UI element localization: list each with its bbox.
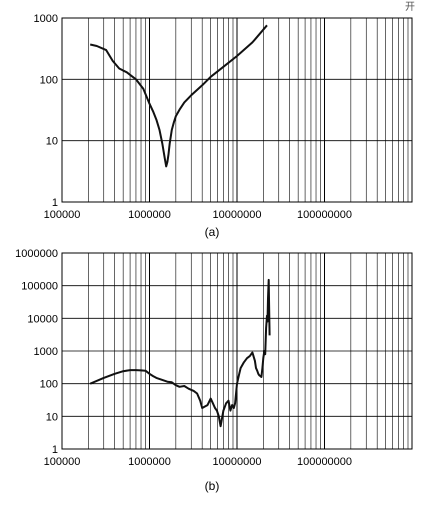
x-tick-label: 100000000 — [297, 456, 352, 468]
y-tick-label: 100 — [40, 379, 58, 391]
corner-glyph: 开 — [405, 2, 415, 13]
plot-frame — [61, 252, 413, 450]
y-tick-label: 10000 — [27, 313, 58, 325]
y-tick-label: 1 — [52, 444, 58, 456]
plot-frame — [61, 17, 413, 203]
y-tick-label: 100 — [40, 74, 58, 86]
y-tick-label: 1000 — [34, 346, 58, 358]
x-tick-label: 100000000 — [297, 209, 352, 221]
chart-b: 1 10 100 1000 10000 100000 1000000 100000 100000… — [15, 248, 413, 493]
y-tick-label: 1 — [52, 197, 58, 209]
x-tick-label: 100000 — [44, 209, 81, 221]
y-tick-label: 10 — [46, 411, 58, 423]
x-tick-label: 10000000 — [213, 456, 262, 468]
x-tick-label: 1000000 — [128, 209, 171, 221]
x-tick-label: 1000000 — [128, 456, 171, 468]
x-tick-label: 100000 — [44, 456, 81, 468]
y-tick-label: 100000 — [21, 281, 58, 293]
series-line — [89, 278, 271, 428]
panel-label: (a) — [205, 225, 220, 239]
series-line — [89, 24, 268, 168]
chart-a: 1 10 100 1000 100000 1000000 10000000 100000000… — [34, 13, 413, 239]
panel-label: (b) — [205, 479, 220, 493]
y-tick-label: 10 — [46, 136, 58, 148]
x-tick-label: 10000000 — [213, 209, 262, 221]
y-tick-label: 1000000 — [15, 248, 58, 260]
y-tick-label: 1000 — [34, 13, 58, 25]
